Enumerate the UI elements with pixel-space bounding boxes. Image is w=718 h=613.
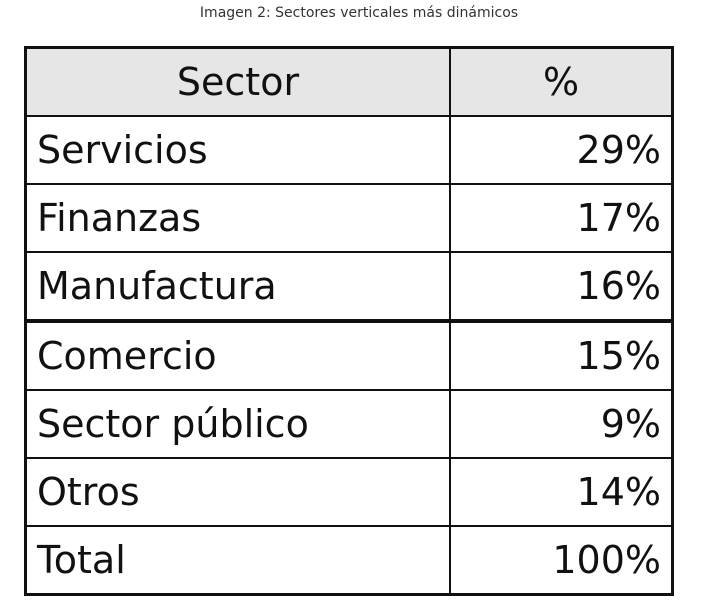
percent-cell: 100% bbox=[449, 525, 674, 596]
sector-cell: Otros bbox=[24, 457, 451, 527]
sector-cell: Manufactura bbox=[24, 251, 451, 322]
table-row: Manufactura 16% bbox=[24, 251, 674, 322]
percent-cell: 16% bbox=[449, 251, 674, 322]
percent-cell: 29% bbox=[449, 115, 674, 185]
percent-cell: 17% bbox=[449, 183, 674, 253]
table-row: Servicios 29% bbox=[24, 115, 674, 185]
caption: Imagen 2: Sectores verticales más dinámi… bbox=[199, 5, 519, 21]
table-row: Comercio 15% bbox=[24, 319, 674, 391]
header-cell: % bbox=[449, 46, 674, 117]
sector-cell: Finanzas bbox=[24, 183, 451, 253]
table-header: Sector% bbox=[24, 46, 674, 117]
header-row: Sector% bbox=[24, 46, 674, 117]
percent-cell: 15% bbox=[449, 319, 674, 391]
table-row: Otros 14% bbox=[24, 457, 674, 527]
table-row: Sector público 9% bbox=[24, 389, 674, 459]
percent-cell: 14% bbox=[449, 457, 674, 527]
percent-cell: 9% bbox=[449, 389, 674, 459]
sector-cell: Sector público bbox=[24, 389, 451, 459]
header-cell: Sector bbox=[24, 46, 451, 117]
table-row: Finanzas 17% bbox=[24, 183, 674, 253]
table-row: Total 100% bbox=[24, 525, 674, 596]
sector-cell: Comercio bbox=[24, 319, 451, 391]
sector-cell: Total bbox=[24, 525, 451, 596]
sector-cell: Servicios bbox=[24, 115, 451, 185]
table-body: Servicios 29% Finanzas 17% Manufactura 16% Com… bbox=[24, 115, 674, 596]
sector-table: Sector% Servicios 29% Finanzas 17% Manufactu… bbox=[24, 46, 674, 596]
